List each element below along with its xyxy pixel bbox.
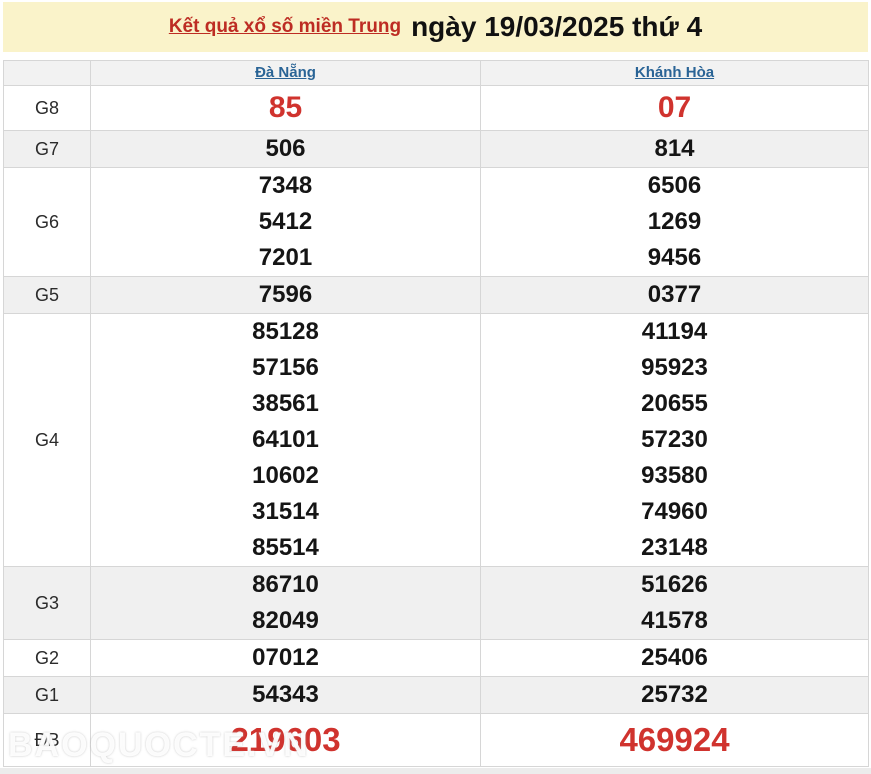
table-row: ĐB 219603 469924 [3, 713, 869, 767]
prize-number: 51626 [641, 571, 708, 598]
prize-number: 219603 [230, 721, 341, 758]
table-row: G2 07012 25406 [3, 639, 869, 677]
prize-number: 85514 [252, 534, 319, 561]
header-row: Đà Nẵng Khánh Hòa [3, 60, 869, 86]
corner-cell [3, 60, 91, 86]
prize-label: G5 [3, 276, 91, 314]
prize-number: 85128 [252, 318, 319, 345]
prize-numbers-cell: 469924 [480, 713, 869, 767]
prize-numbers-cell: 25732 [480, 676, 869, 714]
prize-numbers-cell: 814 [480, 130, 869, 168]
prize-number: 20655 [641, 390, 708, 417]
title-banner: Kết quả xổ số miền Trung ngày 19/03/2025… [3, 2, 868, 52]
prize-number: 6506 [647, 172, 702, 199]
prize-number: 38561 [252, 390, 319, 417]
prize-numbers-cell: 07012 [90, 639, 481, 677]
results-body: G8 85 07 G7 506 814 G6 7348 5412 7201 6506 1269 9456… [3, 85, 869, 767]
prize-numbers-cell: 25406 [480, 639, 869, 677]
table-row: G5 7596 0377 [3, 276, 869, 314]
prize-number: 814 [654, 135, 695, 162]
prize-number: 5412 [258, 208, 313, 235]
prize-numbers-cell: 7596 [90, 276, 481, 314]
prize-numbers-cell: 219603 [90, 713, 481, 767]
prize-number: 0377 [647, 281, 702, 308]
province-link-danang[interactable]: Đà Nẵng [255, 64, 316, 81]
results-table: Đà Nẵng Khánh Hòa G8 85 07 G7 506 814 G6 7348 54… [3, 60, 869, 767]
prize-numbers-cell: 6506 1269 9456 [480, 167, 869, 277]
prize-label: G7 [3, 130, 91, 168]
prize-numbers-cell: 85 [90, 85, 481, 131]
prize-number: 25732 [641, 681, 708, 708]
prize-number: 93580 [641, 462, 708, 489]
prize-number: 57230 [641, 426, 708, 453]
prize-number: 469924 [619, 721, 730, 758]
draw-date: ngày 19/03/2025 thứ 4 [411, 11, 703, 42]
prize-numbers-cell: 7348 5412 7201 [90, 167, 481, 277]
prize-numbers-cell: 41194 95923 20655 57230 93580 74960 23148 [480, 313, 869, 567]
prize-number: 86710 [252, 571, 319, 598]
prize-number: 9456 [647, 244, 702, 271]
column-header-khanhhoa: Khánh Hòa [480, 60, 869, 86]
prize-numbers-cell: 07 [480, 85, 869, 131]
prize-numbers-cell: 0377 [480, 276, 869, 314]
prize-number: 7348 [258, 172, 313, 199]
prize-label: G3 [3, 566, 91, 640]
prize-label: ĐB [3, 713, 91, 767]
table-row: G7 506 814 [3, 130, 869, 168]
table-row: G1 54343 25732 [3, 676, 869, 714]
table-row: G8 85 07 [3, 85, 869, 131]
prize-label: G1 [3, 676, 91, 714]
prize-label: G6 [3, 167, 91, 277]
prize-number: 85 [268, 91, 303, 124]
prize-number: 57156 [252, 354, 319, 381]
prize-number: 31514 [252, 498, 319, 525]
prize-label: G4 [3, 313, 91, 567]
prize-label: G8 [3, 85, 91, 131]
prize-number: 82049 [252, 607, 319, 634]
prize-number: 95923 [641, 354, 708, 381]
prize-number: 10602 [252, 462, 319, 489]
prize-numbers-cell: 54343 [90, 676, 481, 714]
prize-number: 23148 [641, 534, 708, 561]
prize-number: 7201 [258, 244, 313, 271]
table-row: G6 7348 5412 7201 6506 1269 9456 [3, 167, 869, 277]
bottom-strip [0, 768, 871, 774]
prize-number: 64101 [252, 426, 319, 453]
prize-number: 1269 [647, 208, 702, 235]
prize-number: 25406 [641, 644, 708, 671]
prize-number: 506 [265, 135, 306, 162]
table-row: G3 86710 82049 51626 41578 [3, 566, 869, 640]
prize-numbers-cell: 86710 82049 [90, 566, 481, 640]
prize-number: 07 [657, 91, 692, 124]
prize-number: 07012 [252, 644, 319, 671]
prize-numbers-cell: 85128 57156 38561 64101 10602 31514 85514 [90, 313, 481, 567]
prize-number: 7596 [258, 281, 313, 308]
prize-numbers-cell: 506 [90, 130, 481, 168]
prize-numbers-cell: 51626 41578 [480, 566, 869, 640]
table-row: G4 85128 57156 38561 64101 10602 31514 85514 411… [3, 313, 869, 567]
prize-number: 41578 [641, 607, 708, 634]
prize-number: 74960 [641, 498, 708, 525]
lottery-region-link[interactable]: Kết quả xổ số miền Trung [168, 16, 402, 37]
prize-number: 41194 [641, 318, 708, 345]
prize-number: 54343 [252, 681, 319, 708]
prize-label: G2 [3, 639, 91, 677]
column-header-danang: Đà Nẵng [90, 60, 481, 86]
province-link-khanhhoa[interactable]: Khánh Hòa [634, 64, 715, 81]
